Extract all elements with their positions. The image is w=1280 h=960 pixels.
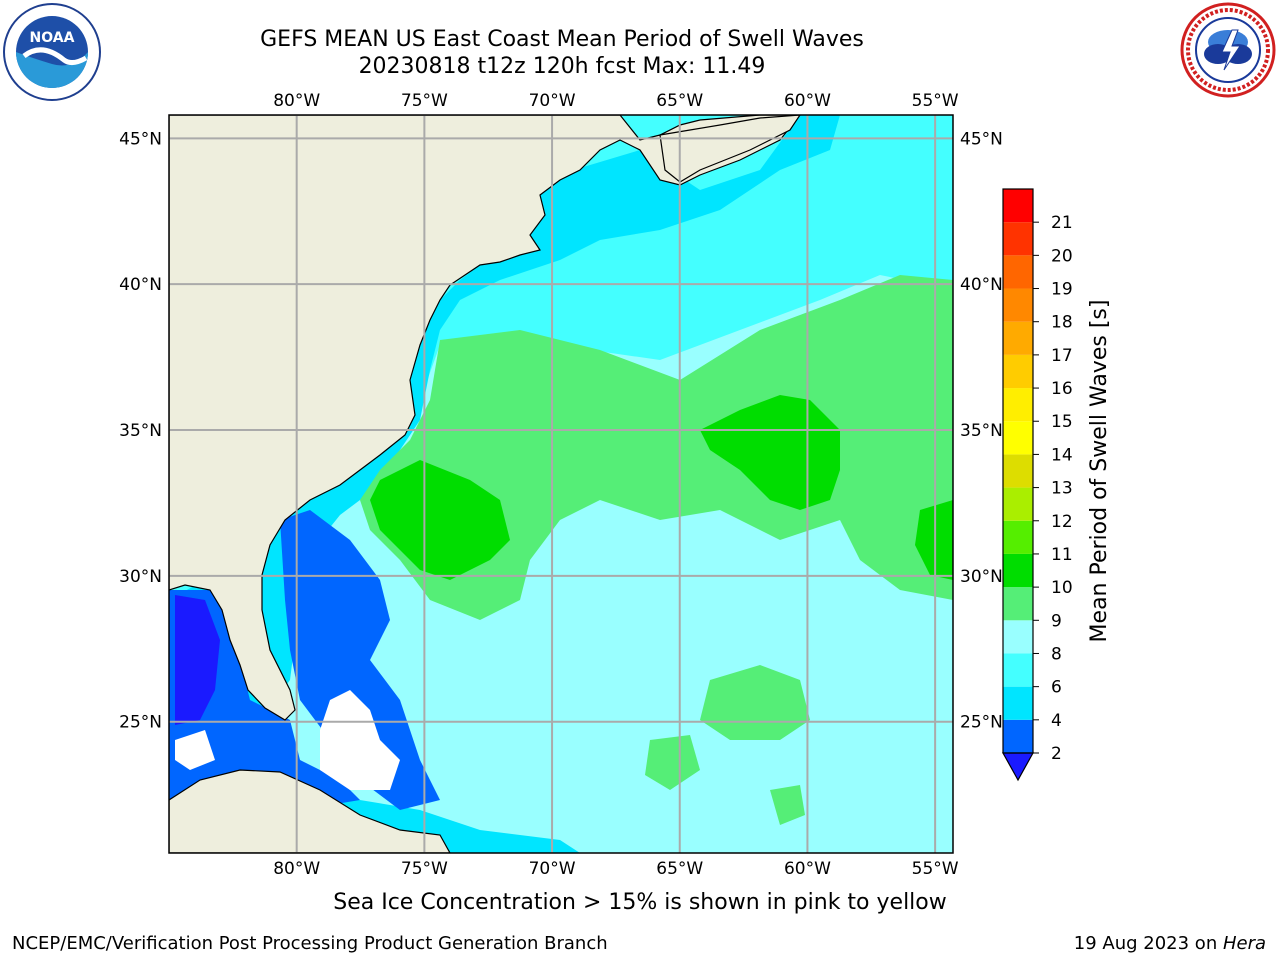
field-2-4s-bahamas [280, 510, 440, 810]
lon-label-bottom: 65°W [656, 859, 703, 879]
field-under-2s-gulf [175, 595, 220, 725]
colorbar-segment [1003, 421, 1033, 455]
lon-label-top: 60°W [784, 91, 831, 111]
colorbar-segment [1003, 587, 1033, 621]
lon-label-top: 65°W [656, 91, 703, 111]
lon-label-top: 55°W [912, 91, 959, 111]
no-data-gulf [175, 730, 215, 770]
lon-label-top: 70°W [529, 91, 576, 111]
colorbar-tick-label: 14 [1051, 445, 1073, 465]
lat-label-left: 35°N [119, 421, 162, 441]
colorbar-segment [1003, 354, 1033, 389]
colorbar-tick-label: 20 [1051, 246, 1073, 266]
colorbar-tick-label: 9 [1051, 611, 1062, 631]
sea-ice-note: Sea Ice Concentration > 15% is shown in … [333, 890, 947, 915]
svg-text:NOAA: NOAA [30, 30, 75, 46]
colorbar-segment [1003, 288, 1033, 322]
field-9-10s-patch-3 [770, 785, 805, 825]
colorbar-segment [1003, 553, 1033, 588]
colorbar-frame [1002, 188, 1034, 754]
nws-logo [1180, 2, 1276, 98]
colorbar-tick-label: 12 [1051, 512, 1073, 532]
lon-label-top: 80°W [273, 91, 320, 111]
colorbar-tick-label: 21 [1051, 213, 1073, 233]
plot-frame [168, 114, 954, 854]
colorbar-segment [1003, 653, 1033, 687]
colorbar-tick-label: 10 [1051, 578, 1073, 598]
lat-label-left: 40°N [119, 275, 162, 295]
field-9-10s-patch-2 [645, 735, 700, 790]
colorbar-tick-label: 15 [1051, 412, 1073, 432]
lat-label-left: 25°N [119, 713, 162, 733]
lon-label-bottom: 55°W [912, 859, 959, 879]
lon-label-top: 75°W [401, 91, 448, 111]
colorbar-tick-label: 8 [1051, 644, 1062, 664]
colorbar-segment [1003, 321, 1033, 355]
no-data-bahamas [320, 690, 400, 790]
land-cuba [169, 769, 451, 853]
field-10-11s-core-center [700, 395, 840, 510]
lon-label-bottom: 60°W [784, 859, 831, 879]
land-nova-scotia [659, 115, 801, 183]
credit-right: 19 Aug 2023 on Hera [1073, 933, 1266, 954]
colorbar-tick-label: 11 [1051, 545, 1073, 565]
colorbar-tick-label: 17 [1051, 346, 1073, 366]
colorbar-segment [1003, 255, 1033, 289]
field-10-11s-core-west [370, 460, 510, 580]
colorbar-segment [1003, 487, 1033, 521]
colorbar-tick-label: 13 [1051, 479, 1073, 499]
colorbar-tick-label: 2 [1051, 744, 1062, 764]
colorbar-segment [1003, 454, 1033, 488]
colorbar-segment [1003, 686, 1033, 720]
map-layers [169, 115, 953, 853]
colorbar-segment [1003, 222, 1033, 256]
lat-label-right: 30°N [960, 567, 1003, 587]
noaa-logo: NOAA [3, 3, 101, 101]
colorbar-segment [1003, 189, 1033, 223]
lat-label-right: 35°N [960, 421, 1003, 441]
map-title: GEFS MEAN US East Coast Mean Period of S… [260, 27, 864, 52]
colorbar-under-arrow [1001, 752, 1035, 782]
colorbar-segment [1003, 388, 1033, 422]
lat-label-right: 45°N [960, 129, 1003, 149]
colorbar-segment [1003, 719, 1033, 753]
colorbar-tick-label: 19 [1051, 280, 1073, 300]
colorbar-segment [1003, 520, 1033, 554]
colorbar-label: Mean Period of Swell Waves [s] [1087, 300, 1112, 643]
field-10-11s-core-east [915, 500, 953, 580]
colorbar-tick-label: 6 [1051, 678, 1062, 698]
colorbar-tick-label: 18 [1051, 313, 1073, 333]
lon-label-bottom: 80°W [273, 859, 320, 879]
land-north-america [169, 115, 801, 721]
credit-left: NCEP/EMC/Verification Post Processing Pr… [12, 933, 608, 954]
map-subtitle: 20230818 t12z 120h fcst Max: 11.49 [358, 54, 766, 79]
colorbar-tick-label: 4 [1051, 711, 1062, 731]
colorbar-segment [1003, 620, 1033, 654]
lat-label-left: 45°N [119, 129, 162, 149]
lat-label-right: 25°N [960, 713, 1003, 733]
lon-label-bottom: 75°W [401, 859, 448, 879]
colorbar-tick-label: 16 [1051, 379, 1073, 399]
lon-label-bottom: 70°W [529, 859, 576, 879]
lat-label-right: 40°N [960, 275, 1003, 295]
lat-label-left: 30°N [119, 567, 162, 587]
